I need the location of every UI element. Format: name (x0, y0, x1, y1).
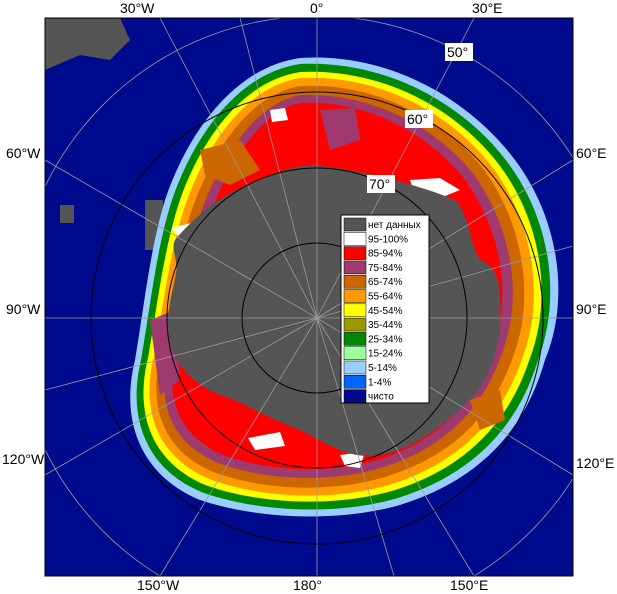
legend-swatch (343, 289, 367, 303)
legend-label: 5-14% (368, 363, 397, 374)
legend-label: 65-74% (368, 277, 403, 288)
lon-label-90e: 90°E (576, 301, 607, 317)
lon-label-180: 180° (293, 577, 322, 593)
ice-patch-white (270, 108, 288, 122)
legend-swatch (343, 232, 367, 246)
legend-swatch (343, 260, 367, 275)
legend: нет данных 95-100% 85-94% 75-84% 65-74% 55-64… (340, 214, 430, 404)
lon-label-90w: 90°W (6, 301, 41, 317)
lon-label-150w: 150°W (137, 577, 180, 593)
lat-label-50: 50° (447, 44, 468, 60)
lat-label-60: 60° (407, 111, 428, 127)
ice-patch (200, 140, 260, 185)
legend-swatch (343, 217, 367, 232)
legend-label: 85-94% (368, 249, 403, 260)
legend-swatch (343, 303, 367, 318)
lon-label-120w: 120°W (2, 451, 45, 467)
legend-label: 95-100% (368, 234, 408, 245)
legend-swatch (343, 360, 367, 375)
ice-patch-white (340, 452, 365, 468)
legend-swatch (343, 246, 367, 260)
ice-patch (470, 390, 505, 430)
latitude-labels: 50° 60° 70° (367, 43, 473, 193)
legend-swatch (343, 346, 367, 360)
legend-label: 15-24% (368, 349, 403, 360)
lon-label-30e: 30°E (472, 0, 503, 16)
lon-label-0: 0° (310, 0, 323, 16)
legend-label: 55-64% (368, 292, 403, 303)
ice-patch (320, 108, 360, 150)
land-patch (60, 205, 74, 223)
legend-label: 45-54% (368, 306, 403, 317)
legend-label: нет данных (368, 220, 421, 231)
land-patch (45, 18, 130, 70)
legend-swatch (343, 317, 367, 332)
legend-swatch (343, 375, 367, 389)
lon-label-120e: 120°E (576, 455, 614, 471)
map-frame (44, 17, 574, 577)
lat-label-70: 70° (369, 176, 390, 192)
legend-swatch (343, 274, 367, 289)
lon-label-60e: 60°E (576, 145, 607, 161)
legend-label: 1-4% (368, 377, 391, 388)
legend-label: 35-44% (368, 320, 403, 331)
lon-label-30w: 30°W (120, 0, 155, 16)
lon-label-60w: 60°W (6, 145, 41, 161)
lon-label-150e: 150°E (450, 577, 488, 593)
legend-swatch (343, 389, 367, 403)
legend-swatch (343, 332, 367, 346)
ice-patch-white (248, 432, 285, 450)
legend-label: 75-84% (368, 263, 403, 274)
legend-label: 25-34% (368, 334, 403, 345)
legend-label: чисто (368, 392, 394, 403)
